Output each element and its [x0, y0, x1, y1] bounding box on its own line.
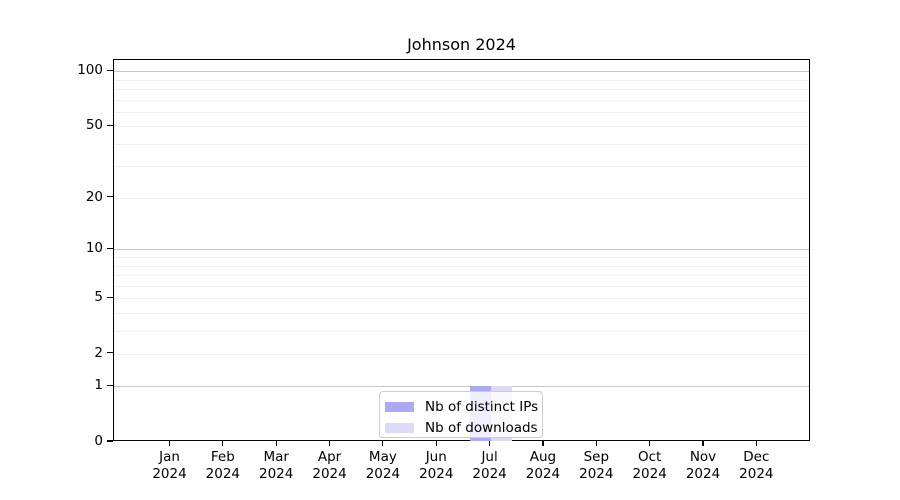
x-axis-tick — [222, 441, 224, 446]
legend-label: Nb of distinct IPs — [425, 398, 539, 415]
plot-area — [113, 59, 810, 441]
y-axis-tick — [107, 440, 113, 442]
gridline-minor — [114, 126, 809, 128]
gridline-minor — [114, 312, 809, 314]
gridline-minor — [114, 111, 809, 113]
x-axis-tick — [595, 441, 597, 446]
gridline-major — [114, 249, 809, 251]
y-axis-tick-label: 10 — [85, 240, 103, 257]
gridline-minor — [114, 265, 809, 267]
x-axis-tick — [382, 441, 384, 446]
gridline-minor — [114, 89, 809, 91]
legend-swatch — [385, 401, 414, 412]
x-axis-tick-label: Apr 2024 — [312, 449, 347, 482]
legend-entry: Nb of downloads — [385, 419, 538, 436]
x-axis-tick-label: Jan 2024 — [152, 449, 187, 482]
x-axis-tick-label: Dec 2024 — [739, 449, 774, 482]
y-axis-tick — [107, 296, 113, 298]
legend-entry: Nb of distinct IPs — [385, 398, 538, 415]
x-axis-tick — [275, 441, 277, 446]
x-axis-tick — [542, 441, 544, 446]
x-axis-tick-label: Mar 2024 — [259, 449, 294, 482]
x-axis-tick-label: Jul 2024 — [472, 449, 507, 482]
x-axis-tick — [168, 441, 171, 446]
x-axis-tick — [489, 441, 491, 446]
y-axis-tick — [107, 247, 113, 250]
y-axis-tick — [107, 352, 113, 354]
gridline-minor — [114, 99, 809, 101]
y-axis-tick-label: 20 — [85, 188, 103, 205]
x-axis-tick-label: Sep 2024 — [579, 449, 614, 482]
y-axis-tick-label: 2 — [94, 344, 103, 361]
y-axis-tick-label: 100 — [77, 62, 103, 79]
gridline-minor — [114, 197, 809, 199]
gridline-minor — [114, 257, 809, 259]
y-axis-tick — [107, 124, 113, 126]
y-axis-tick-label: 5 — [94, 289, 103, 306]
x-axis-tick — [435, 441, 437, 446]
y-axis-tick — [107, 69, 113, 71]
gridline-minor — [114, 353, 809, 355]
gridline-minor — [114, 166, 809, 168]
x-axis-tick-label: May 2024 — [365, 449, 401, 482]
legend-label: Nb of downloads — [425, 419, 538, 436]
gridline-major — [114, 71, 809, 73]
gridline-minor — [114, 143, 809, 145]
x-axis-tick — [702, 441, 704, 446]
gridline-minor — [114, 285, 809, 287]
x-axis-tick-label: Oct 2024 — [632, 449, 667, 482]
legend: Nb of distinct IPs Nb of downloads — [379, 391, 543, 438]
gridline-minor — [114, 275, 809, 277]
y-axis-tick-label: 50 — [85, 117, 103, 134]
x-axis-tick-label: Jun 2024 — [419, 449, 454, 482]
y-axis-tick — [107, 195, 113, 198]
gridline-minor — [114, 298, 809, 300]
x-axis-tick — [755, 441, 757, 446]
gridline-minor — [114, 330, 809, 332]
legend-swatch — [385, 422, 414, 433]
x-axis-tick-label: Nov 2024 — [685, 449, 721, 482]
gridline-major — [114, 386, 809, 388]
y-axis-tick — [107, 384, 113, 386]
x-axis-tick — [328, 441, 331, 446]
y-axis-tick-label: 0 — [94, 433, 103, 449]
chart-title: Johnson 2024 — [407, 35, 516, 54]
y-axis-tick-label: 1 — [94, 377, 103, 394]
x-axis-tick-label: Feb 2024 — [205, 449, 241, 482]
x-axis-tick — [649, 441, 651, 446]
x-axis-tick-label: Aug 2024 — [525, 449, 561, 482]
gridline-minor — [114, 79, 809, 81]
